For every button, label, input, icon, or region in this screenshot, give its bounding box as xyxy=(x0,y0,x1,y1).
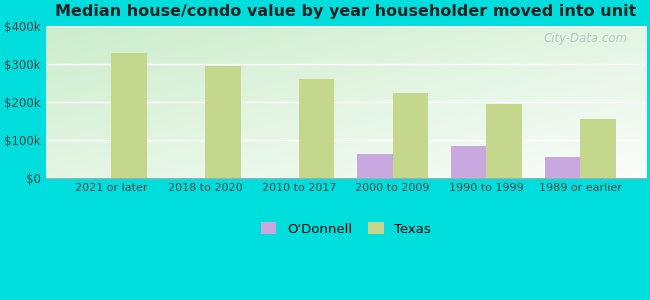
Legend: O'Donnell, Texas: O'Donnell, Texas xyxy=(261,222,431,236)
Bar xyxy=(111,52,147,178)
Bar xyxy=(450,146,486,178)
Bar xyxy=(205,66,240,178)
Bar xyxy=(357,154,393,178)
Title: Median house/condo value by year householder moved into unit: Median house/condo value by year househo… xyxy=(55,4,636,19)
Bar xyxy=(486,104,522,178)
Bar xyxy=(299,79,335,178)
Bar xyxy=(580,119,616,178)
Bar xyxy=(393,93,428,178)
Bar xyxy=(545,158,580,178)
Text: City-Data.com: City-Data.com xyxy=(543,32,628,45)
